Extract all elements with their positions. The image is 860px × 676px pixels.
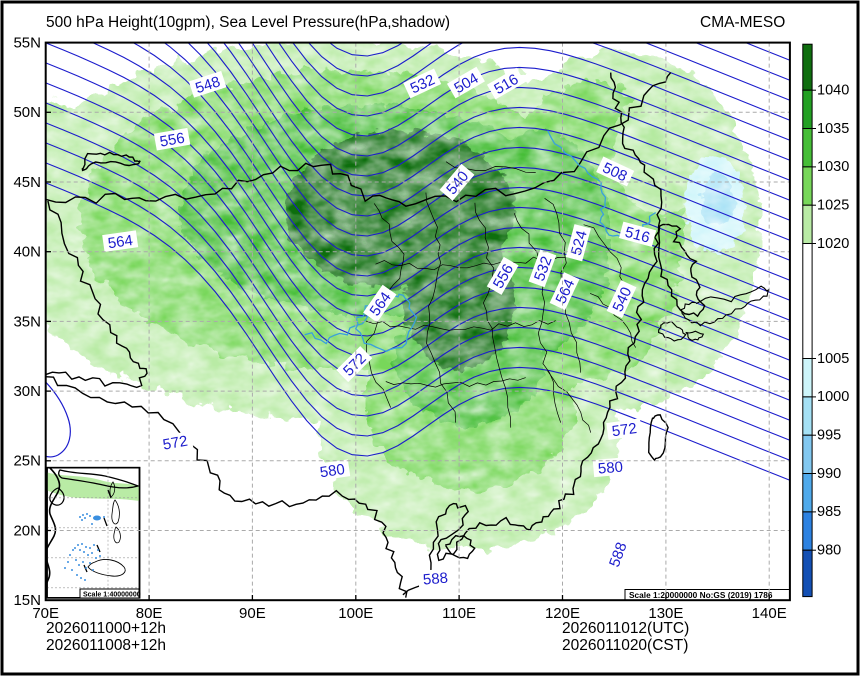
svg-text:55N: 55N xyxy=(13,35,41,52)
svg-text:2026011000+12h: 2026011000+12h xyxy=(46,620,166,637)
svg-text:Scale 1:40000000: Scale 1:40000000 xyxy=(83,592,141,599)
svg-text:30N: 30N xyxy=(13,383,41,400)
svg-text:1025: 1025 xyxy=(817,198,849,214)
svg-text:1040: 1040 xyxy=(817,83,849,99)
svg-text:50N: 50N xyxy=(13,104,41,121)
svg-text:25N: 25N xyxy=(13,453,41,470)
svg-text:564: 564 xyxy=(107,232,134,252)
svg-text:1030: 1030 xyxy=(817,159,849,175)
svg-text:980: 980 xyxy=(817,543,841,559)
svg-text:990: 990 xyxy=(817,466,841,482)
svg-text:572: 572 xyxy=(611,420,638,440)
svg-text:1020: 1020 xyxy=(817,236,849,252)
svg-text:CMA-MESO: CMA-MESO xyxy=(700,14,785,31)
svg-text:588: 588 xyxy=(422,570,448,589)
svg-text:140E: 140E xyxy=(752,605,787,622)
svg-text:1005: 1005 xyxy=(817,351,849,367)
svg-text:995: 995 xyxy=(817,428,841,444)
svg-text:2026011012(UTC): 2026011012(UTC) xyxy=(562,620,689,637)
svg-text:45N: 45N xyxy=(13,174,41,191)
svg-text:20N: 20N xyxy=(13,522,41,539)
svg-text:580: 580 xyxy=(597,459,623,478)
svg-text:Scale 1:20000000 No:GS (2019): Scale 1:20000000 No:GS (2019) 1786 xyxy=(629,590,773,600)
svg-text:985: 985 xyxy=(817,504,841,520)
svg-text:110E: 110E xyxy=(442,605,476,622)
svg-text:2026011008+12h: 2026011008+12h xyxy=(46,637,166,654)
svg-text:580: 580 xyxy=(319,461,346,481)
svg-text:40N: 40N xyxy=(13,244,41,261)
svg-text:1035: 1035 xyxy=(817,121,849,137)
svg-text:500 hPa Height(10gpm), Sea Lev: 500 hPa Height(10gpm), Sea Level Pressur… xyxy=(46,14,450,31)
svg-text:35N: 35N xyxy=(13,313,41,330)
svg-text:1000: 1000 xyxy=(817,389,849,405)
svg-text:100E: 100E xyxy=(338,605,373,622)
svg-text:90E: 90E xyxy=(239,605,266,622)
svg-text:2026011020(CST): 2026011020(CST) xyxy=(562,637,688,654)
